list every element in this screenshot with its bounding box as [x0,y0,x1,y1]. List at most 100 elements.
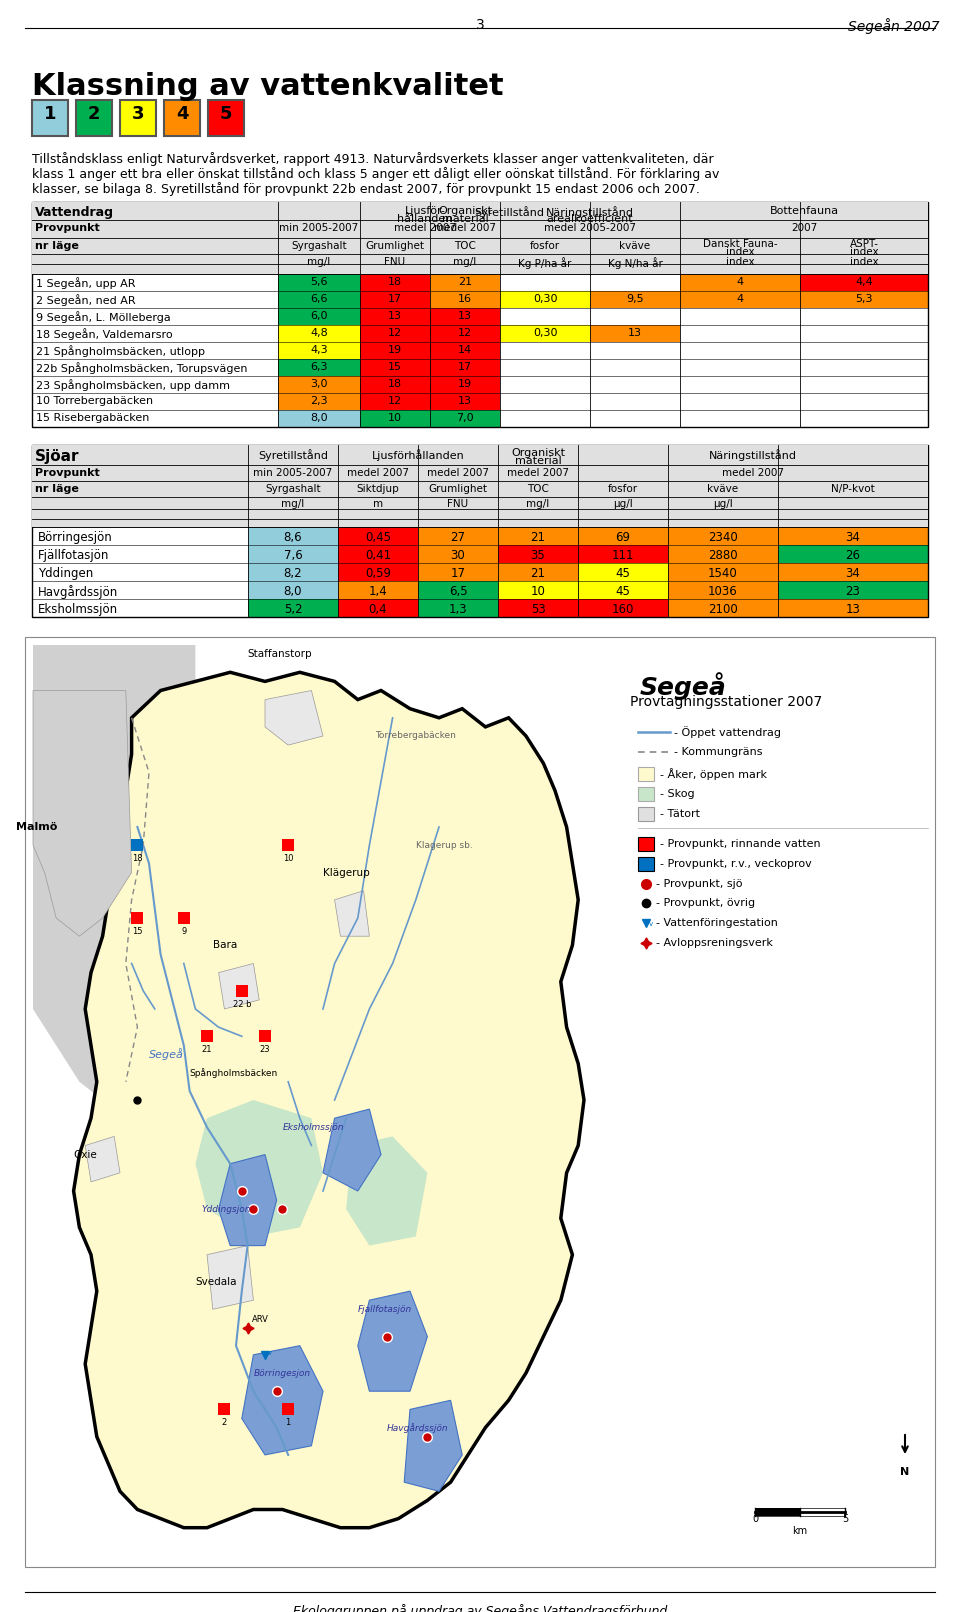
Text: 3: 3 [132,105,144,123]
Bar [360,359,430,376]
Text: Havgårdssjön: Havgårdssjön [387,1423,448,1433]
Bar [360,274,430,292]
Bar [208,100,244,135]
Text: Näringstillstånd: Näringstillstånd [709,450,797,461]
Text: - Avloppsreningsverk: - Avloppsreningsverk [656,938,773,948]
Text: mg/l: mg/l [453,256,476,268]
Text: 13: 13 [388,311,402,321]
Bar [430,409,500,427]
Text: medel 2007: medel 2007 [347,467,409,479]
Bar [278,359,360,376]
Text: Svedala: Svedala [196,1277,237,1286]
Text: 1036: 1036 [708,585,738,598]
Bar [498,545,578,563]
Text: 1,3: 1,3 [448,603,468,616]
Text: 1: 1 [285,1419,291,1427]
Text: Vattendrag: Vattendrag [35,206,114,219]
Text: 8,2: 8,2 [284,567,302,580]
Polygon shape [347,1136,427,1246]
Text: 1,4: 1,4 [369,585,388,598]
Bar [578,563,668,580]
Text: 1 Segeån, upp AR: 1 Segeån, upp AR [36,277,135,289]
Text: Kg P/ha år: Kg P/ha år [518,256,572,269]
Text: Provtagningsstationer 2007: Provtagningsstationer 2007 [630,695,823,709]
Text: 8,6: 8,6 [284,530,302,543]
Text: 4,8: 4,8 [310,327,328,339]
Text: N: N [900,1467,910,1477]
Bar [418,527,498,545]
Text: - Provpunkt, r.v., veckoprov: - Provpunkt, r.v., veckoprov [660,859,812,869]
Text: Danskt Fauna-: Danskt Fauna- [703,239,778,248]
Text: 23: 23 [260,1045,271,1054]
Text: Fjallfotasjön: Fjallfotasjön [358,1304,412,1314]
Text: TOC: TOC [454,242,476,251]
Text: 18: 18 [388,379,402,388]
Text: 15 Risebergabäcken: 15 Risebergabäcken [36,413,150,422]
Text: - Öppet vattendrag: - Öppet vattendrag [674,725,781,738]
Text: ARV: ARV [252,1315,269,1325]
Bar [360,376,430,393]
Text: 16: 16 [458,293,472,305]
Text: fosfor: fosfor [608,484,638,493]
Bar [338,527,418,545]
Text: - Åker, öppen mark: - Åker, öppen mark [660,767,767,780]
Text: 22b Spångholmsbäcken, Torupsvägen: 22b Spångholmsbäcken, Torupsvägen [36,363,248,374]
Text: Näringstillstånd: Näringstillstånd [546,206,634,218]
Text: v: v [649,920,653,927]
Text: index: index [850,256,878,268]
Text: Provpunkt: Provpunkt [35,467,100,479]
Text: 4: 4 [736,277,744,287]
Text: nr läge: nr läge [35,484,79,493]
Text: 19: 19 [388,345,402,355]
Text: hållanden: hållanden [397,214,453,224]
Polygon shape [219,1154,276,1246]
Text: 8,0: 8,0 [310,413,327,422]
Text: Havgårdssjön: Havgårdssjön [38,585,118,600]
Text: 34: 34 [846,530,860,543]
Bar [32,100,68,135]
Bar [25,637,935,1567]
Polygon shape [196,1099,323,1236]
Text: Ljusförhållanden: Ljusförhållanden [372,450,465,461]
Bar [338,600,418,617]
Text: Grumlighet: Grumlighet [366,242,424,251]
Text: 6,3: 6,3 [310,363,327,372]
Text: Ekologgruppen på uppdrag av Segeåns Vattendragsförbund: Ekologgruppen på uppdrag av Segeåns Vatt… [293,1604,667,1612]
Text: 2,3: 2,3 [310,397,327,406]
Text: 2 Segeån, ned AR: 2 Segeån, ned AR [36,293,135,306]
Bar [360,308,430,326]
Text: Yddingsjon: Yddingsjon [202,1204,251,1214]
Bar [430,274,500,292]
Bar [278,376,360,393]
Bar [430,326,500,342]
Text: kväve: kväve [619,242,651,251]
Text: 4,3: 4,3 [310,345,327,355]
Text: 10: 10 [531,585,545,598]
Bar [278,292,360,308]
Bar [800,1507,845,1515]
Bar [430,342,500,359]
Text: 10 Torrebergabäcken: 10 Torrebergabäcken [36,397,154,406]
Text: 5,2: 5,2 [284,603,302,616]
Bar [778,600,928,617]
Text: 13: 13 [846,603,860,616]
Bar [638,858,654,870]
Text: FNU: FNU [447,500,468,509]
Bar [418,600,498,617]
Bar [201,1030,213,1043]
Text: 13: 13 [458,397,472,406]
Bar [590,292,680,308]
Bar [668,563,778,580]
Text: 23 Spångholmsbäcken, upp damm: 23 Spångholmsbäcken, upp damm [36,379,230,390]
Bar [236,985,248,996]
Text: - Kommungräns: - Kommungräns [674,746,762,758]
Text: 45: 45 [615,567,631,580]
Text: 30: 30 [450,550,466,563]
Bar [248,563,338,580]
Bar [638,837,654,851]
Text: Bara: Bara [213,940,237,951]
Bar [418,545,498,563]
Text: medel 2007: medel 2007 [427,467,489,479]
Bar [500,326,590,342]
Text: medel 2007: medel 2007 [507,467,569,479]
